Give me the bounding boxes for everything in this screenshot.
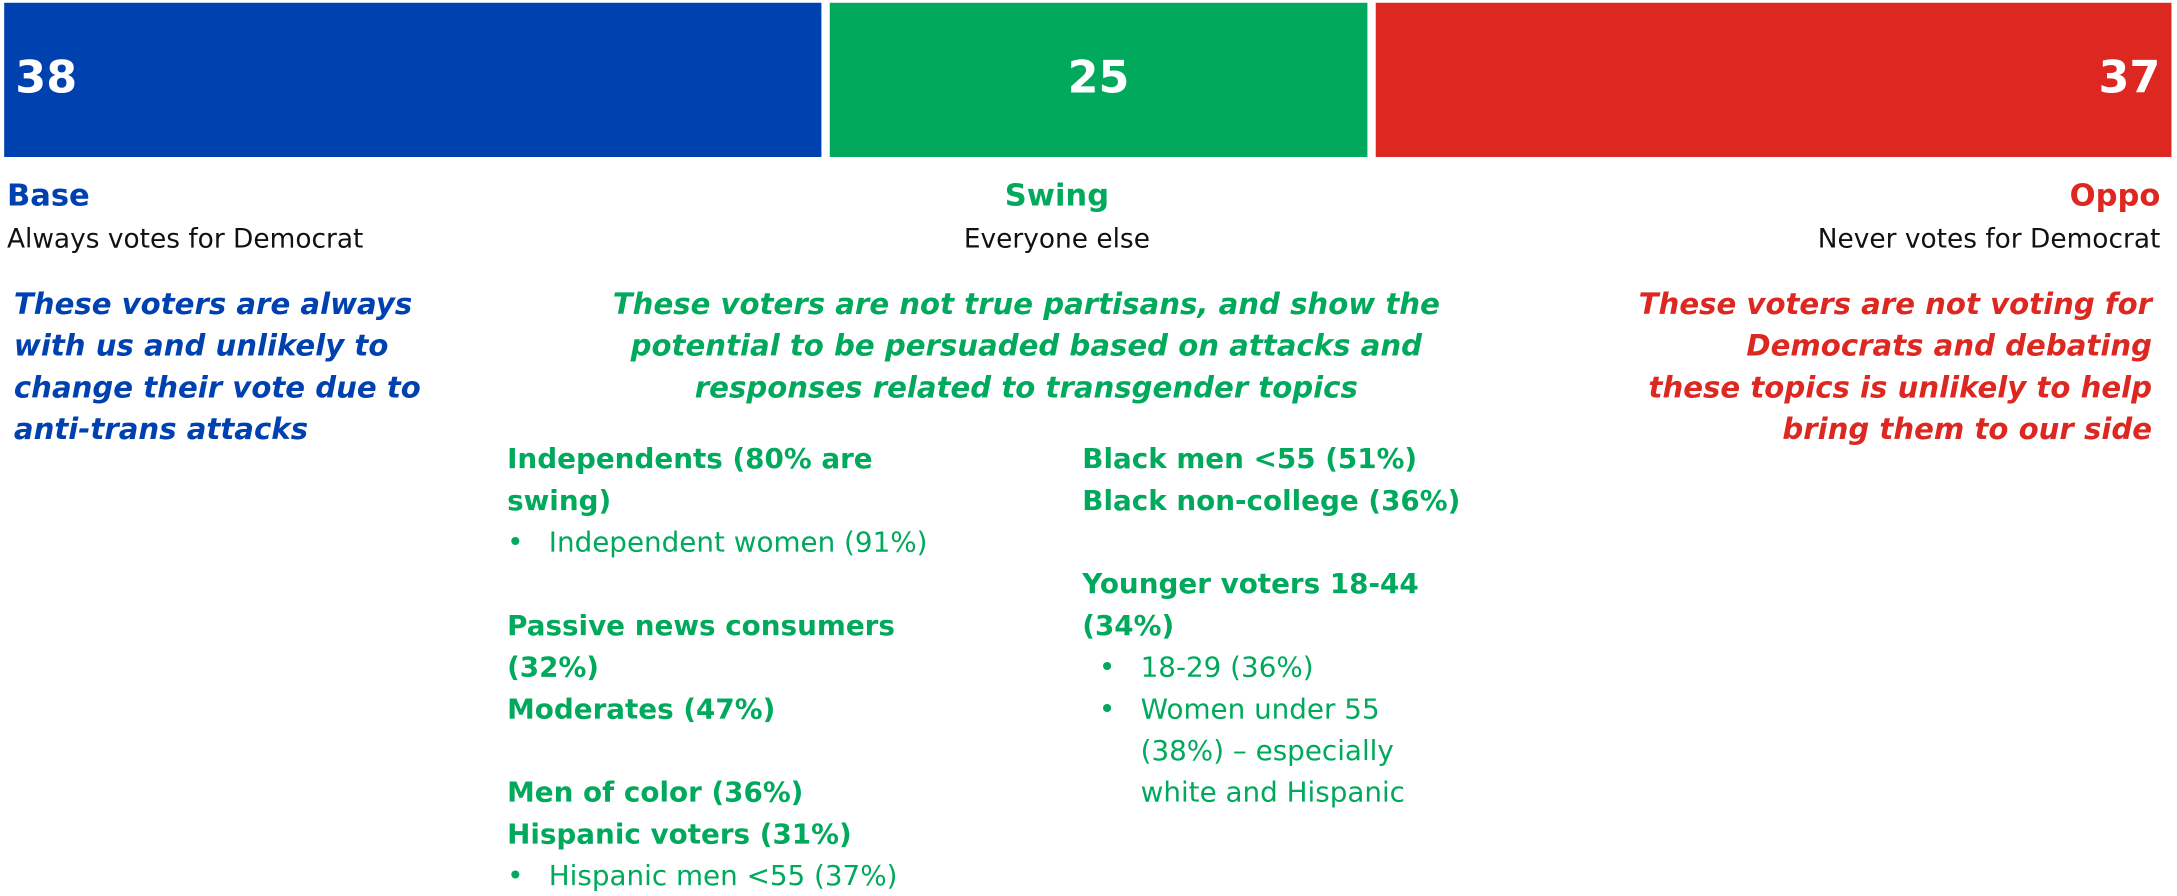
group-line: Independents (80% are: [507, 441, 873, 476]
group-line: Men of color (36%): [507, 775, 804, 809]
value-label: 37: [2099, 53, 2161, 104]
legend-subtitle: Everyone else: [963, 223, 1150, 255]
description-line: bring them to our side: [1782, 412, 2153, 446]
description-line: These voters are not true partisans, and…: [612, 287, 1440, 321]
group-line: swing): [507, 483, 612, 517]
group-line: Black non-college (36%): [1082, 483, 1461, 517]
description-line: Democrats and debating: [1746, 329, 2153, 363]
legend-subtitle: Never votes for Democrat: [1817, 223, 2161, 255]
description-line: responses related to transgender topics: [694, 370, 1358, 405]
description-line: change their vote due to: [13, 370, 421, 405]
group-line: Hispanic men <55 (37%): [507, 854, 897, 896]
description-line: potential to be persuaded based on attac…: [630, 329, 1423, 363]
group-line: (38%) – especially: [1140, 733, 1394, 767]
legend-name: Base: [6, 179, 90, 214]
description-line: with us and unlikely to: [13, 329, 389, 363]
group-line: Women under 55: [1099, 688, 1380, 730]
group-line: Black men <55 (51%): [1082, 441, 1418, 476]
group-line: 18-29 (36%): [1099, 646, 1314, 688]
description-line: these topics is unlikely to help: [1648, 370, 2153, 405]
group-line: (32%): [507, 650, 600, 684]
group-line: Independent women (91%): [507, 521, 927, 563]
group-line: (34%): [1082, 608, 1175, 642]
legend-subtitle: Always votes for Democrat: [6, 223, 364, 255]
value-label: 25: [1068, 53, 1130, 104]
description-line: anti-trans attacks: [13, 412, 309, 446]
legend-name: Oppo: [2069, 179, 2161, 214]
legend-name: Swing: [1004, 179, 1110, 214]
description-line: These voters are always: [13, 287, 413, 321]
bar-chart: 38 25 37: [4, 2, 2172, 157]
group-line: white and Hispanic: [1140, 775, 1405, 809]
group-line: Moderates (47%): [507, 691, 776, 726]
bar-segment: [829, 2, 1368, 157]
group-line: Hispanic voters (31%): [507, 816, 852, 851]
group-line: Passive news consumers: [507, 608, 895, 642]
group-line: Younger voters 18-44: [1082, 566, 1419, 601]
bar-segment: [4, 2, 822, 157]
value-label: 38: [15, 53, 77, 104]
description-line: These voters are not voting for: [1638, 287, 2153, 321]
bar-segment: [1375, 2, 2172, 157]
